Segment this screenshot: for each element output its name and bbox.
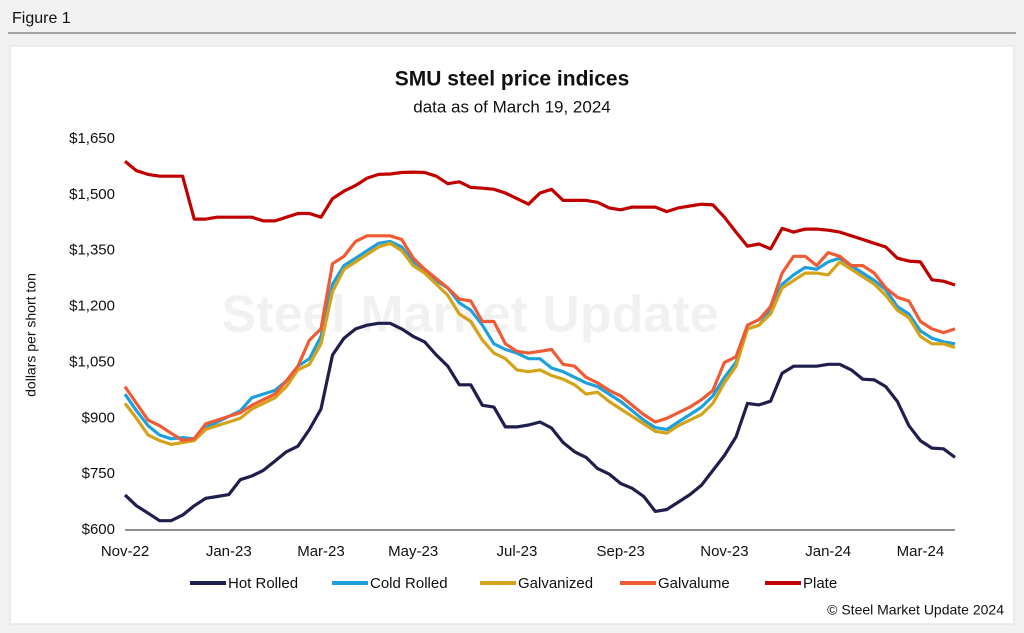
legend-label: Hot Rolled bbox=[228, 575, 298, 592]
x-tick-label: Jul-23 bbox=[497, 543, 538, 560]
series-line bbox=[123, 321, 956, 523]
x-tick-label: Mar-23 bbox=[297, 543, 345, 560]
series-line bbox=[123, 160, 956, 287]
figure-label: Figure 1 bbox=[12, 10, 71, 27]
y-tick-label: $900 bbox=[82, 409, 115, 426]
watermark: Steel Market Update bbox=[221, 286, 718, 344]
y-tick-label: $750 bbox=[82, 465, 115, 482]
y-tick-label: $1,050 bbox=[69, 353, 115, 370]
credit: © Steel Market Update 2024 bbox=[827, 602, 1004, 618]
y-tick-label: $1,200 bbox=[69, 298, 115, 315]
legend-label: Plate bbox=[803, 575, 837, 592]
x-tick-label: Jan-23 bbox=[206, 543, 252, 560]
series-line bbox=[123, 241, 956, 446]
chart-panel bbox=[9, 45, 1015, 625]
x-tick-label: Nov-23 bbox=[700, 543, 748, 560]
x-tick-label: Nov-22 bbox=[101, 543, 149, 560]
x-tick-label: Sep-23 bbox=[597, 543, 645, 560]
y-tick-label: $1,650 bbox=[69, 130, 115, 147]
legend-label: Galvanized bbox=[518, 575, 593, 592]
x-tick-label: May-23 bbox=[388, 543, 438, 560]
chart-subtitle: data as of March 19, 2024 bbox=[413, 97, 611, 116]
x-tick-label: Mar-24 bbox=[897, 543, 945, 560]
y-tick-label: $600 bbox=[82, 521, 115, 538]
y-tick-label: $1,500 bbox=[69, 186, 115, 203]
series-line bbox=[123, 234, 956, 443]
legend-label: Galvalume bbox=[658, 575, 730, 592]
x-tick-label: Jan-24 bbox=[805, 543, 851, 560]
legend-label: Cold Rolled bbox=[370, 575, 448, 592]
y-tick-label: $1,350 bbox=[69, 242, 115, 259]
y-axis-label: dollars per short ton bbox=[23, 273, 39, 397]
chart-title: SMU steel price indices bbox=[395, 68, 630, 91]
series-line bbox=[123, 239, 956, 441]
